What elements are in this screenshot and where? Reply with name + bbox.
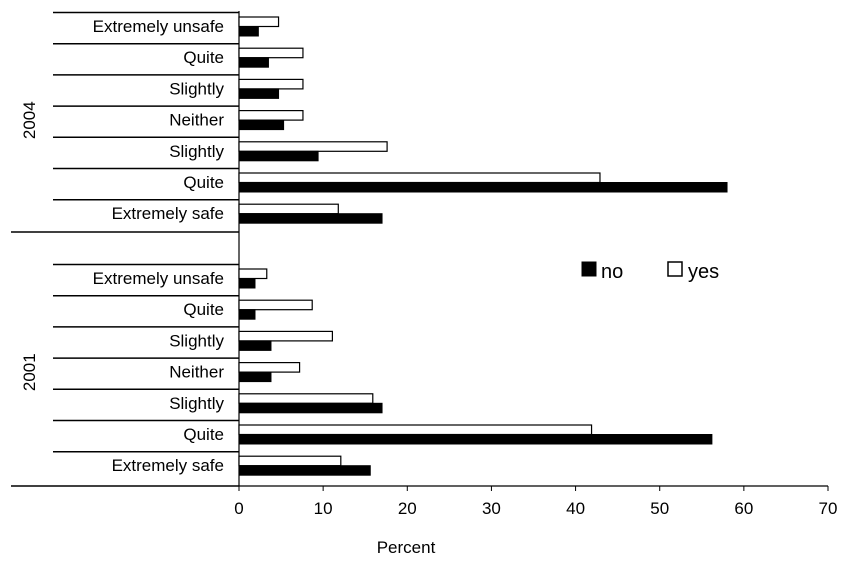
x-tick-label: 70 xyxy=(819,499,838,518)
x-tick-label: 50 xyxy=(650,499,669,518)
bar-yes xyxy=(238,299,313,311)
bar-no xyxy=(238,26,259,37)
category-label: Quite xyxy=(183,425,224,444)
category-label: Slightly xyxy=(169,394,224,413)
bar-no xyxy=(238,309,256,320)
bar-yes xyxy=(238,330,333,342)
bar-no xyxy=(238,182,728,193)
bar-yes xyxy=(238,203,339,215)
category-label: Neither xyxy=(169,111,224,130)
bar-yes xyxy=(238,141,388,152)
bar-yes xyxy=(238,109,304,121)
group-label-2004: 2004 xyxy=(20,101,39,139)
x-tick-label: 30 xyxy=(482,499,501,518)
x-tick-label: 60 xyxy=(734,499,753,518)
bar-no xyxy=(238,278,256,289)
category-label: Extremely safe xyxy=(112,204,224,223)
x-axis-title: Percent xyxy=(377,538,436,557)
bar-yes xyxy=(238,362,301,373)
bar-no xyxy=(238,402,383,414)
bar-yes xyxy=(238,47,304,59)
legend-swatch-no xyxy=(581,261,597,277)
bar-yes xyxy=(238,268,268,280)
bar-yes xyxy=(238,424,593,436)
legend-label-yes: yes xyxy=(688,261,719,283)
bar-no xyxy=(238,213,383,224)
category-label: Slightly xyxy=(169,331,224,350)
bar-no xyxy=(238,465,371,476)
category-label: Slightly xyxy=(169,142,224,161)
category-label: Extremely safe xyxy=(112,456,224,475)
bar-yes xyxy=(238,393,374,404)
category-label: Quite xyxy=(183,300,224,319)
bar-yes xyxy=(238,455,342,467)
group-label-2001: 2001 xyxy=(20,353,39,391)
bar-no xyxy=(238,57,269,68)
bar-no xyxy=(238,88,280,99)
bar-yes xyxy=(238,16,280,28)
x-tick-label: 10 xyxy=(314,499,333,518)
legend: no yes xyxy=(581,261,719,283)
legend-swatch-yes xyxy=(667,261,683,277)
category-label: Slightly xyxy=(169,79,224,98)
category-label: Quite xyxy=(183,173,224,192)
x-tick-label: 0 xyxy=(234,499,243,518)
bar-no xyxy=(238,434,713,445)
bar-no xyxy=(238,119,285,131)
bar-yes xyxy=(238,172,601,184)
x-tick-label: 40 xyxy=(566,499,585,518)
category-label: Neither xyxy=(169,363,224,382)
category-label: Extremely unsafe xyxy=(93,269,224,288)
category-label: Quite xyxy=(183,48,224,67)
legend-label-no: no xyxy=(601,261,623,283)
bar-no xyxy=(238,150,319,162)
bar-yes xyxy=(238,78,304,90)
category-label: Extremely unsafe xyxy=(93,17,224,36)
x-tick-label: 20 xyxy=(398,499,417,518)
bar-no xyxy=(238,340,272,351)
bar-no xyxy=(238,371,272,383)
